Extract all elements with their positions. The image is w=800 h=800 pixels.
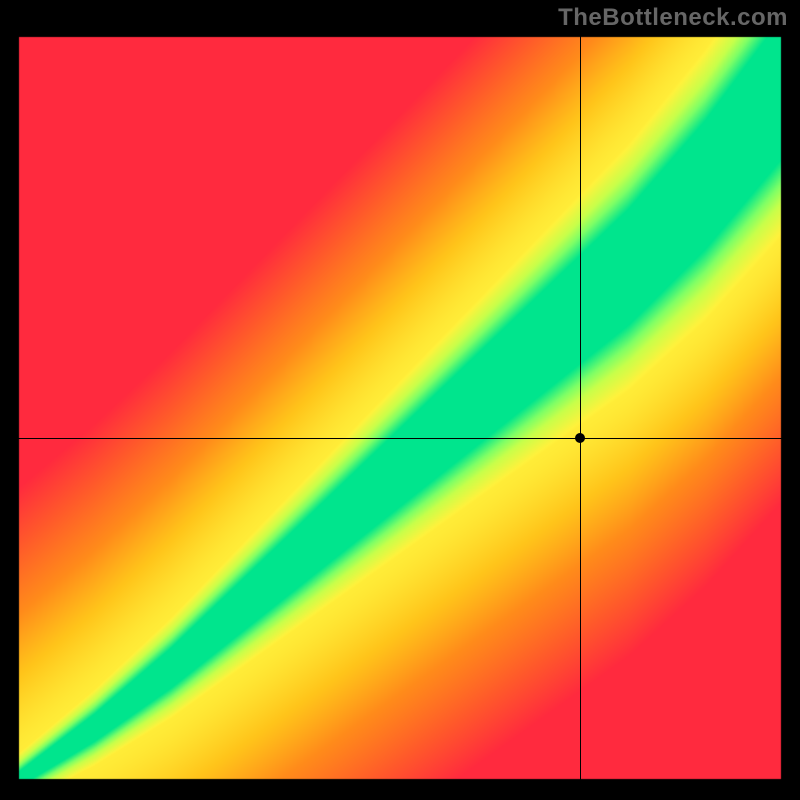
crosshair-vertical — [580, 36, 581, 780]
heatmap-canvas — [18, 36, 782, 780]
crosshair-horizontal — [18, 438, 782, 439]
plot-area — [18, 36, 782, 780]
page-container: TheBottleneck.com — [0, 0, 800, 800]
marker-dot — [575, 433, 585, 443]
watermark-text: TheBottleneck.com — [558, 4, 788, 32]
